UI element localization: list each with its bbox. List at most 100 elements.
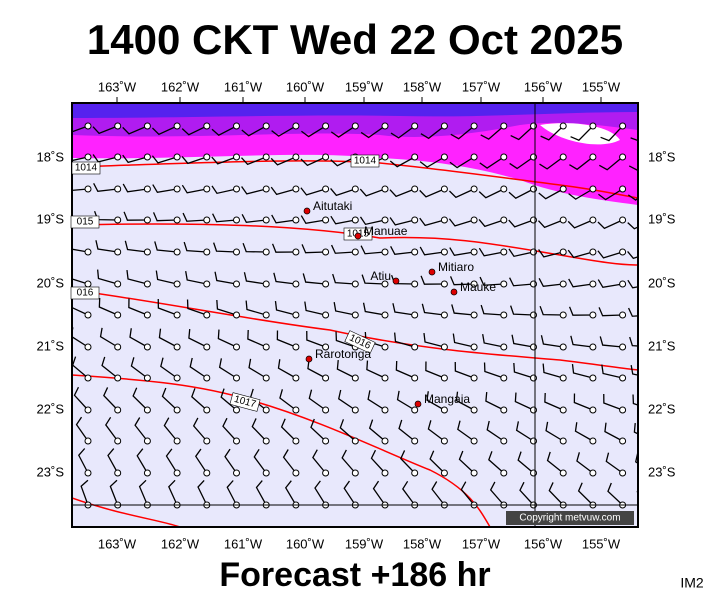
barb-station bbox=[619, 343, 627, 351]
barb-station bbox=[173, 343, 181, 351]
barb-station bbox=[262, 469, 270, 477]
barb-station bbox=[322, 280, 330, 288]
barb bbox=[431, 481, 445, 506]
barb bbox=[122, 125, 148, 135]
barb-station bbox=[351, 469, 359, 477]
barb bbox=[126, 269, 148, 285]
barb-station bbox=[292, 343, 300, 351]
barb-station bbox=[351, 374, 359, 382]
barb-station bbox=[619, 185, 627, 193]
barb bbox=[122, 154, 148, 164]
barb-station bbox=[173, 185, 181, 193]
barb bbox=[134, 417, 148, 442]
barb bbox=[508, 219, 534, 228]
barb bbox=[598, 307, 623, 317]
barb-station bbox=[143, 153, 151, 161]
barb-station bbox=[589, 153, 597, 161]
copyright-box bbox=[506, 511, 634, 525]
barb-station bbox=[114, 185, 122, 193]
place-name: Rarotonga bbox=[315, 347, 371, 361]
barb bbox=[627, 307, 638, 317]
barb bbox=[255, 480, 267, 506]
barb-station bbox=[233, 248, 240, 256]
barb bbox=[485, 392, 505, 411]
barb bbox=[362, 302, 386, 316]
barb bbox=[218, 358, 237, 379]
barb-station bbox=[114, 406, 122, 414]
barb bbox=[567, 249, 594, 259]
barb-station bbox=[143, 469, 151, 477]
barb-station bbox=[530, 185, 537, 193]
barb bbox=[130, 357, 148, 379]
barb-station bbox=[173, 248, 181, 256]
barb bbox=[359, 216, 386, 226]
lon-label: 159˚W bbox=[345, 79, 384, 94]
barb bbox=[600, 125, 624, 142]
barb bbox=[636, 488, 638, 494]
corner-label: IM2 bbox=[680, 575, 704, 591]
barb bbox=[390, 245, 415, 255]
barb-station bbox=[292, 185, 300, 193]
barb-station bbox=[470, 469, 478, 477]
barb bbox=[370, 449, 386, 474]
barb bbox=[423, 332, 445, 348]
barb-station bbox=[649, 312, 655, 318]
barb-station bbox=[351, 437, 359, 445]
isobar-label: 1017 bbox=[229, 392, 261, 412]
barb-station bbox=[262, 311, 270, 319]
barb-station bbox=[470, 437, 478, 445]
barb bbox=[77, 448, 89, 474]
barb-station bbox=[589, 280, 597, 288]
lon-label: 157˚W bbox=[462, 536, 501, 551]
barb bbox=[568, 278, 593, 288]
barb bbox=[597, 279, 623, 289]
isobar-label-box bbox=[70, 286, 100, 300]
barb-station bbox=[381, 406, 389, 414]
barb-station bbox=[500, 406, 508, 414]
barb bbox=[627, 251, 638, 260]
barb bbox=[573, 393, 594, 411]
barb-station bbox=[589, 248, 597, 256]
barb bbox=[220, 388, 237, 411]
barb bbox=[389, 188, 415, 198]
barb-station bbox=[233, 406, 240, 414]
barb-station bbox=[322, 343, 330, 351]
barb-station bbox=[589, 406, 597, 414]
barb-station bbox=[84, 406, 92, 414]
barb bbox=[274, 300, 297, 316]
barb-station bbox=[619, 122, 627, 130]
barb bbox=[306, 330, 326, 348]
barb-station bbox=[114, 122, 122, 130]
barb bbox=[226, 480, 238, 506]
barb-station bbox=[262, 185, 270, 193]
place-name: Manuae bbox=[364, 224, 408, 238]
barb-station bbox=[322, 406, 330, 414]
barb bbox=[479, 276, 504, 286]
barb bbox=[603, 393, 623, 411]
barb bbox=[300, 215, 326, 225]
barb-station bbox=[470, 153, 478, 161]
barb bbox=[129, 328, 148, 348]
barb bbox=[181, 125, 208, 136]
barb bbox=[569, 156, 594, 171]
barb-station bbox=[589, 185, 597, 193]
barb bbox=[280, 418, 297, 442]
barb-station bbox=[292, 122, 300, 130]
barb-station bbox=[203, 153, 211, 161]
barb bbox=[542, 363, 564, 379]
isobar-label-text: 1014 bbox=[75, 163, 98, 174]
barb-station bbox=[351, 185, 359, 193]
barb-station bbox=[322, 311, 330, 319]
barb-station bbox=[143, 216, 151, 224]
barb bbox=[568, 188, 594, 200]
barb bbox=[271, 125, 297, 137]
barb bbox=[182, 212, 207, 222]
barb bbox=[480, 304, 504, 316]
barb-station bbox=[114, 374, 122, 382]
barb bbox=[343, 480, 356, 506]
barb-station bbox=[351, 311, 359, 319]
place-name: Atiu bbox=[370, 269, 391, 283]
barb-station bbox=[322, 469, 330, 477]
barb-station bbox=[559, 280, 567, 288]
isobar-label-text: 016 bbox=[77, 288, 94, 299]
